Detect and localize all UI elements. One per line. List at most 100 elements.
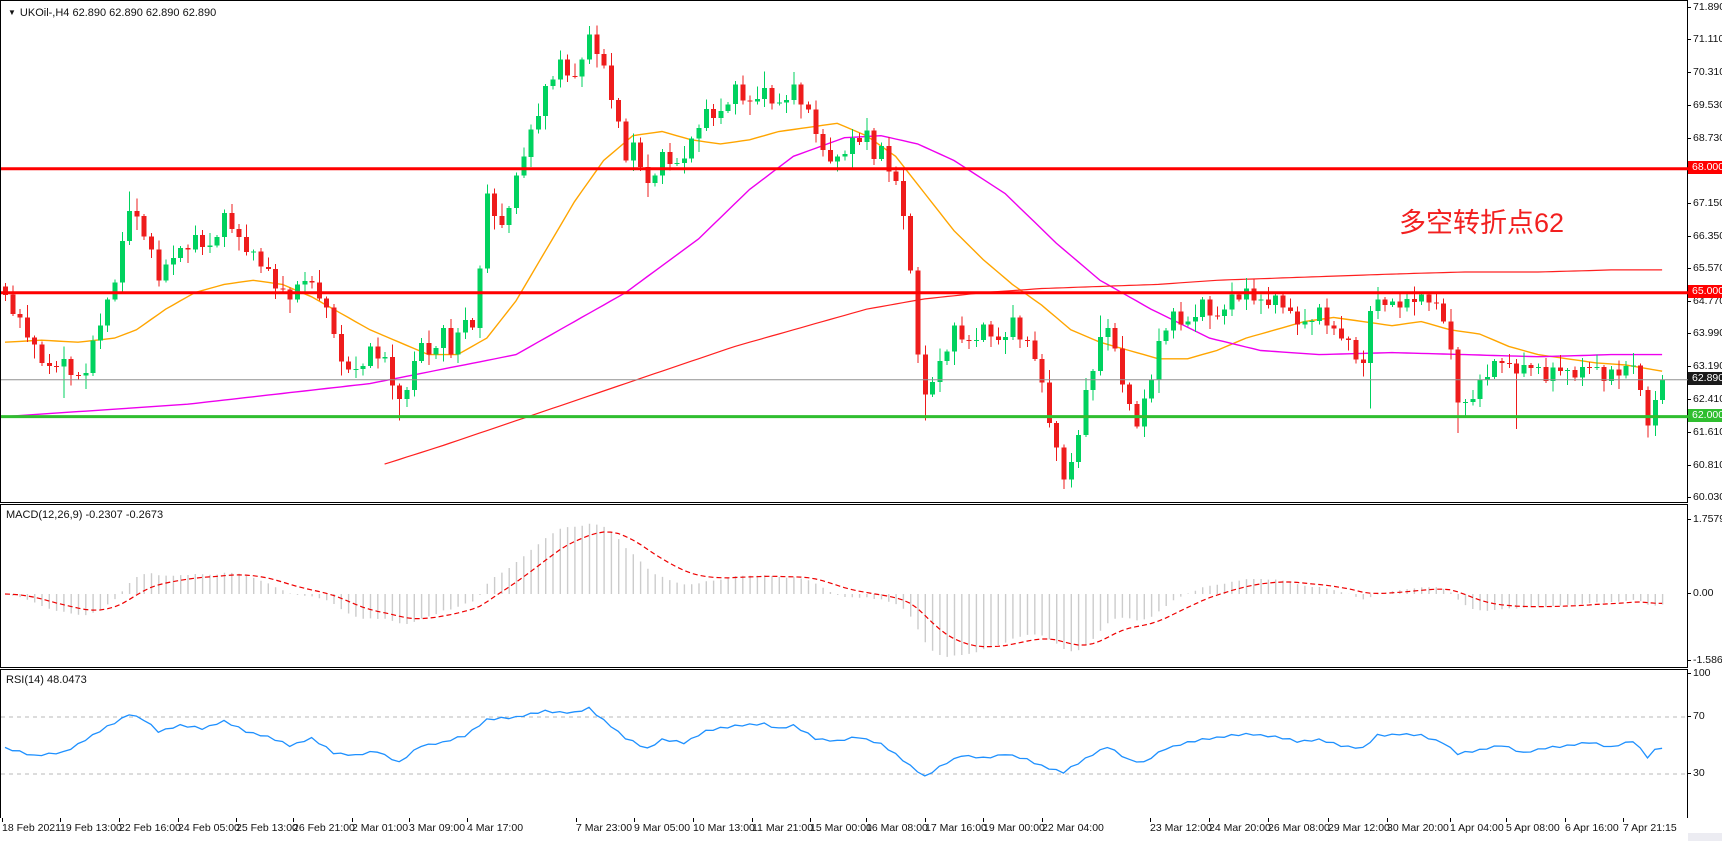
time-tick — [236, 818, 237, 822]
time-axis-label: 9 Mar 05:00 — [634, 822, 691, 834]
price-axis-label: 60.810 — [1693, 459, 1722, 471]
time-axis-label: 11 Mar 21:00 — [752, 822, 814, 834]
price-tick — [1687, 399, 1691, 400]
macd-label: MACD(12,26,9) -0.2307 -0.2673 — [6, 509, 164, 521]
time-axis-label: 17 Mar 16:00 — [925, 822, 987, 834]
price-badge-65.000: 65.000 — [1688, 285, 1722, 298]
price-tick — [1687, 39, 1691, 40]
price-axis-label: 60.030 — [1693, 491, 1722, 503]
time-tick — [1150, 818, 1151, 822]
price-axis-label: 66.350 — [1693, 230, 1722, 242]
price-axis-label: 69.530 — [1693, 99, 1722, 111]
time-tick — [1387, 818, 1388, 822]
time-tick — [60, 818, 61, 822]
price-tick — [1687, 366, 1691, 367]
time-axis-label: 4 Mar 17:00 — [467, 822, 524, 834]
macd-canvas[interactable] — [1, 505, 1688, 667]
time-tick — [576, 818, 577, 822]
ma-mid-line — [4, 134, 1663, 418]
time-tick — [409, 818, 410, 822]
time-axis-label: 22 Feb 16:00 — [119, 822, 181, 834]
bull-wicks — [63, 26, 1664, 488]
time-axis-label: 1 Apr 04:00 — [1450, 822, 1504, 834]
main-chart-canvas[interactable] — [1, 1, 1688, 502]
time-tick — [352, 818, 353, 822]
time-axis-label: 18 Feb 2021 — [2, 822, 61, 834]
time-tick — [810, 818, 811, 822]
bull-bodies — [61, 34, 1666, 480]
time-axis-label: 3 Mar 09:00 — [409, 822, 466, 834]
time-axis-label: 24 Feb 05:00 — [178, 822, 240, 834]
time-axis[interactable]: 18 Feb 2021 19 Feb 13:00 22 Feb 16:00 24 Fe… — [0, 818, 1688, 841]
price-axis-label: 71.110 — [1693, 33, 1722, 45]
ma-slow-line — [384, 269, 1663, 465]
time-tick — [752, 818, 753, 822]
price-tick — [1687, 497, 1691, 498]
price-tick — [1687, 333, 1691, 334]
price-axis-label: 65.570 — [1693, 262, 1722, 274]
rsi-axis-label: 30 — [1693, 767, 1705, 779]
price-tick — [1687, 236, 1691, 237]
price-axis-label: 61.610 — [1693, 426, 1722, 438]
macd-indicator-panel[interactable]: MACD(12,26,9) -0.2307 -0.2673 — [0, 504, 1688, 668]
time-axis-label: 7 Mar 23:00 — [576, 822, 633, 834]
time-axis-label: 26 Mar 08:00 — [1268, 822, 1330, 834]
time-axis-label: 23 Mar 12:00 — [1150, 822, 1212, 834]
time-tick — [2, 818, 3, 822]
time-tick — [119, 818, 120, 822]
price-axis[interactable]: 71.890 71.110 70.310 69.530 68.730 67.150 66.3… — [1687, 0, 1722, 818]
time-axis-label: 19 Feb 13:00 — [60, 822, 122, 834]
price-tick — [1687, 301, 1691, 302]
time-axis-label: 16 Mar 08:00 — [866, 822, 928, 834]
price-axis-label: 63.990 — [1693, 327, 1722, 339]
price-axis-label: 70.310 — [1693, 66, 1722, 78]
time-tick — [1623, 818, 1624, 822]
price-tick — [1687, 7, 1691, 8]
ma-fast-line — [4, 122, 1663, 372]
macd-axis-label: -1.5867 — [1693, 654, 1722, 666]
time-tick — [1268, 818, 1269, 822]
candles-group — [3, 25, 1666, 489]
time-tick — [1506, 818, 1507, 822]
time-axis-label: 15 Mar 00:00 — [810, 822, 872, 834]
time-axis-label: 26 Feb 21:00 — [293, 822, 355, 834]
macd-histogram — [12, 523, 1664, 657]
time-axis-label: 2 Mar 01:00 — [352, 822, 409, 834]
time-axis-label: 6 Apr 16:00 — [1565, 822, 1619, 834]
price-badge-62.000: 62.000 — [1688, 409, 1722, 422]
price-axis-label: 62.410 — [1693, 393, 1722, 405]
time-tick — [178, 818, 179, 822]
price-tick — [1687, 465, 1691, 466]
macd-signal-line — [4, 531, 1663, 648]
price-tick — [1687, 432, 1691, 433]
time-tick — [1450, 818, 1451, 822]
time-axis-label: 24 Mar 20:00 — [1209, 822, 1271, 834]
time-tick — [467, 818, 468, 822]
symbol-dropdown-icon[interactable]: ▼ — [8, 8, 16, 17]
rsi-label: RSI(14) 48.0473 — [6, 674, 87, 686]
rsi-tick — [1687, 716, 1691, 717]
time-tick — [1209, 818, 1210, 822]
rsi-indicator-panel[interactable]: RSI(14) 48.0473 — [0, 669, 1688, 819]
time-tick — [983, 818, 984, 822]
price-axis-label: 63.190 — [1693, 360, 1722, 372]
macd-tick — [1687, 519, 1691, 520]
main-price-panel[interactable]: ▼ UKOil-,H4 62.890 62.890 62.890 62.890 多… — [0, 0, 1688, 503]
price-tick — [1687, 203, 1691, 204]
rsi-axis-label: 100 — [1693, 667, 1711, 679]
bear-wicks — [5, 25, 1649, 489]
time-axis-label: 7 Apr 21:15 — [1623, 822, 1677, 834]
time-tick — [1042, 818, 1043, 822]
price-axis-label: 67.150 — [1693, 197, 1722, 209]
rsi-line — [4, 706, 1663, 777]
macd-axis-label: 0.00 — [1693, 587, 1714, 599]
bear-bodies — [3, 34, 1651, 480]
time-tick — [1328, 818, 1329, 822]
time-axis-label: 22 Mar 04:00 — [1042, 822, 1104, 834]
macd-axis-label: 1.7579 — [1693, 513, 1722, 525]
time-tick — [693, 818, 694, 822]
price-badge-68.000: 68.000 — [1688, 161, 1722, 174]
rsi-canvas[interactable] — [1, 670, 1688, 818]
macd-tick — [1687, 660, 1691, 661]
